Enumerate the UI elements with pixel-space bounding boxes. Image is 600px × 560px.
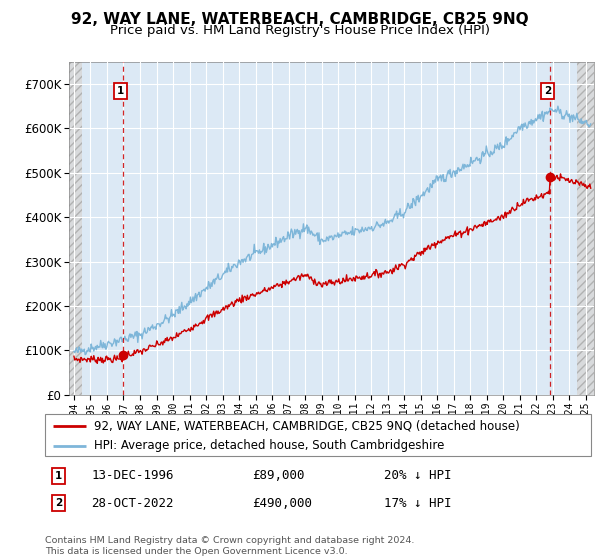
Text: 1: 1	[55, 471, 62, 481]
Text: £89,000: £89,000	[253, 469, 305, 482]
Text: 1: 1	[117, 86, 124, 96]
Text: 2: 2	[544, 86, 551, 96]
FancyBboxPatch shape	[45, 414, 591, 456]
Text: 2: 2	[55, 498, 62, 508]
Text: 92, WAY LANE, WATERBEACH, CAMBRIDGE, CB25 9NQ: 92, WAY LANE, WATERBEACH, CAMBRIDGE, CB2…	[71, 12, 529, 27]
Text: 13-DEC-1996: 13-DEC-1996	[91, 469, 174, 482]
Text: 28-OCT-2022: 28-OCT-2022	[91, 497, 174, 510]
Bar	[577, 62, 594, 395]
Text: Contains HM Land Registry data © Crown copyright and database right 2024.
This d: Contains HM Land Registry data © Crown c…	[45, 536, 415, 556]
Text: Price paid vs. HM Land Registry's House Price Index (HPI): Price paid vs. HM Land Registry's House …	[110, 24, 490, 37]
Text: 17% ↓ HPI: 17% ↓ HPI	[383, 497, 451, 510]
Bar	[69, 62, 82, 395]
Text: 20% ↓ HPI: 20% ↓ HPI	[383, 469, 451, 482]
Text: 92, WAY LANE, WATERBEACH, CAMBRIDGE, CB25 9NQ (detached house): 92, WAY LANE, WATERBEACH, CAMBRIDGE, CB2…	[94, 419, 520, 432]
Text: £490,000: £490,000	[253, 497, 313, 510]
Text: HPI: Average price, detached house, South Cambridgeshire: HPI: Average price, detached house, Sout…	[94, 440, 445, 452]
